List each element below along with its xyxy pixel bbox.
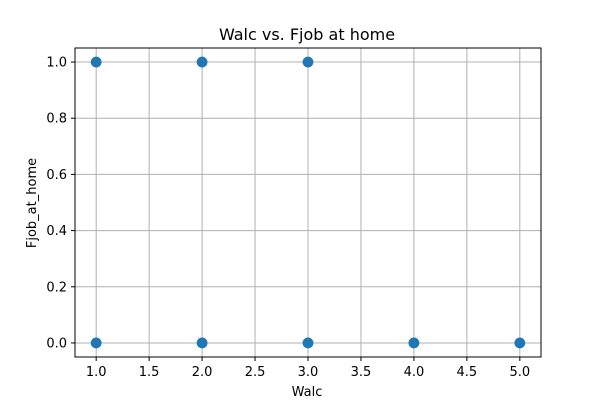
chart-title: Walc vs. Fjob at home: [219, 25, 395, 44]
x-tick-label: 3.0: [298, 365, 319, 380]
x-tick-label: 1.5: [139, 365, 160, 380]
x-tick-label: 4.0: [404, 365, 425, 380]
scatter-point: [302, 56, 314, 68]
scatter-point: [90, 337, 102, 349]
x-axis-ticks: 1.0 1.5 2.0 2.5 3.0 3.5 4.0 4.5 5.0: [86, 357, 530, 380]
x-tick-label: 5.0: [509, 365, 530, 380]
scatter-points: [90, 56, 526, 349]
scatter-point: [90, 56, 102, 68]
y-tick-label: 0.6: [46, 168, 67, 183]
grid: [75, 48, 541, 357]
scatter-point: [196, 337, 208, 349]
scatter-point: [196, 56, 208, 68]
y-axis-ticks: 0.0 0.2 0.4 0.6 0.8 1.0: [46, 56, 75, 351]
x-tick-label: 1.0: [86, 365, 107, 380]
x-tick-label: 3.5: [351, 365, 372, 380]
scatter-point: [408, 337, 420, 349]
x-tick-label: 4.5: [457, 365, 478, 380]
y-tick-label: 0.4: [46, 224, 67, 239]
scatter-point: [302, 337, 314, 349]
y-tick-label: 0.2: [46, 280, 67, 295]
scatter-point: [514, 337, 526, 349]
x-tick-label: 2.0: [192, 365, 213, 380]
y-axis-label: Fjob_at_home: [25, 158, 40, 248]
x-tick-label: 2.5: [245, 365, 266, 380]
y-tick-label: 1.0: [46, 56, 67, 71]
x-axis-label: Walc: [292, 385, 323, 400]
y-tick-label: 0.8: [46, 112, 67, 127]
y-tick-label: 0.0: [46, 336, 67, 351]
